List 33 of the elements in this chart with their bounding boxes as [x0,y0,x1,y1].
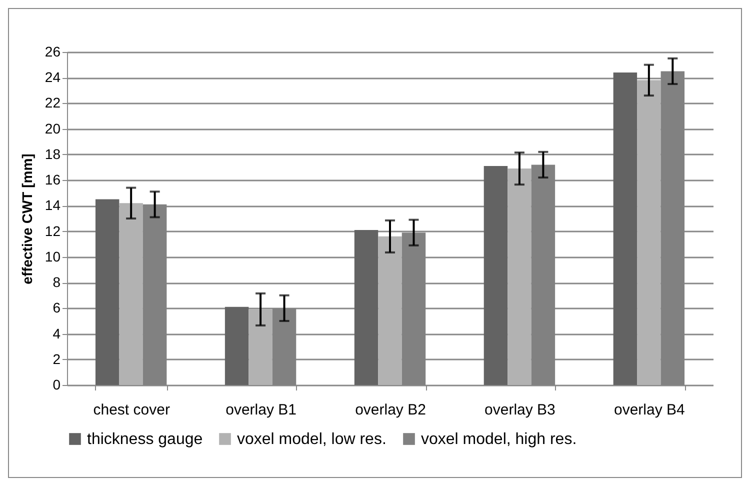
bar [508,168,532,385]
y-tick-label: 18 [44,146,61,162]
y-tick-label: 8 [52,274,61,290]
y-tick-label: 16 [44,172,61,188]
y-tick-label: 26 [44,44,61,60]
x-tick-label: overlay B1 [226,402,296,418]
legend-label: voxel model, high res. [421,431,577,448]
y-tick-label: 20 [44,120,61,136]
y-tick-label: 6 [52,300,61,316]
bar [484,166,508,385]
y-tick-label: 22 [44,94,61,111]
legend-label: voxel model, low res. [237,431,386,448]
x-tick-label: overlay B3 [484,402,556,418]
y-tick-label: 14 [44,197,61,214]
y-tick-label: 2 [52,350,61,367]
bar [378,236,402,385]
y-tick-label: 4 [52,325,61,342]
y-axis-title: effective CWT [mm] [18,154,35,284]
legend-label: thickness gauge [87,431,203,448]
bar [224,306,249,385]
bar [613,72,638,385]
bar [119,203,143,385]
x-tick-label: overlay B2 [355,402,426,418]
y-tick-label: 12 [44,222,61,239]
bar [248,309,272,385]
x-tick-label: overlay B4 [614,402,685,418]
y-tick-label: 10 [44,248,61,264]
x-tick-label: chest cover [93,402,170,418]
y-tick-label: 24 [44,69,61,86]
y-tick-label: 0 [52,376,61,392]
bar [354,230,378,385]
bar [637,80,661,385]
bar [95,199,120,385]
